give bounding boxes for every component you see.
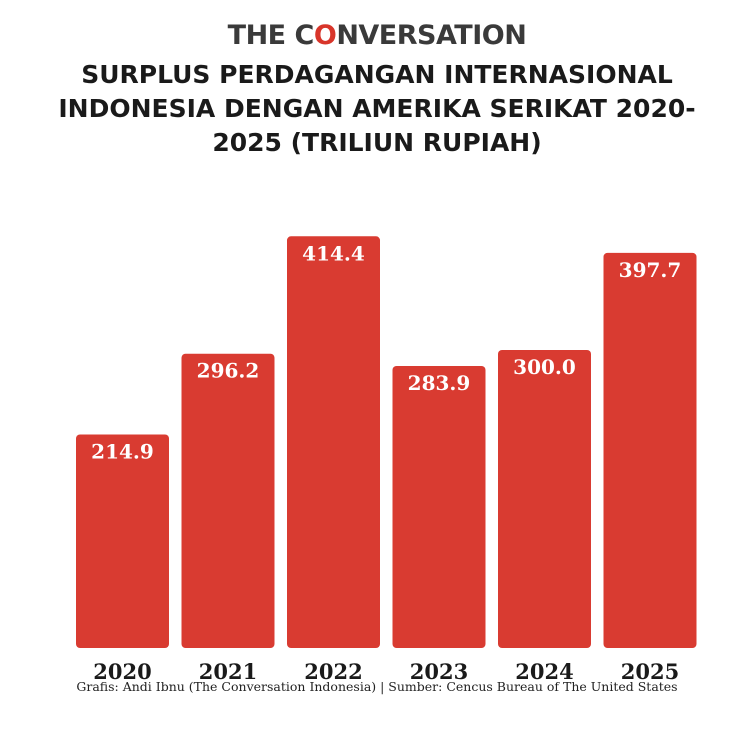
value-label-2025: 397.7 xyxy=(619,258,682,282)
logo-text-end: NVERSATION xyxy=(336,20,527,51)
x-tick-label-2022: 2022 xyxy=(304,659,362,684)
chart-title: SURPLUS PERDAGANGAN INTERNASIONAL INDONE… xyxy=(58,60,696,157)
x-tick-label-2023: 2023 xyxy=(410,659,468,684)
x-tick-label-2020: 2020 xyxy=(93,659,151,684)
source-credit: Grafis: Andi Ibnu (The Conversation Indo… xyxy=(76,679,678,694)
x-tick-label-2024: 2024 xyxy=(515,659,573,684)
bar-2020 xyxy=(76,434,169,648)
conversation-logo: THE CONVERSATION xyxy=(0,20,754,51)
value-label-2020: 214.9 xyxy=(91,439,154,463)
bar-2021 xyxy=(181,353,275,648)
bar-2024 xyxy=(498,349,591,648)
value-label-2023: 283.9 xyxy=(408,371,471,395)
value-label-2022: 414.4 xyxy=(302,241,365,265)
logo-text-start: THE C xyxy=(227,20,315,51)
bar-2025 xyxy=(603,252,697,648)
value-label-2024: 300.0 xyxy=(513,355,576,379)
bar-2022 xyxy=(287,236,380,649)
value-label-2021: 296.2 xyxy=(197,359,260,383)
bar-2023 xyxy=(392,365,486,648)
x-tick-label-2021: 2021 xyxy=(199,659,257,684)
x-tick-label-2025: 2025 xyxy=(621,659,679,684)
logo-speech-bubble-o: O xyxy=(313,20,337,51)
